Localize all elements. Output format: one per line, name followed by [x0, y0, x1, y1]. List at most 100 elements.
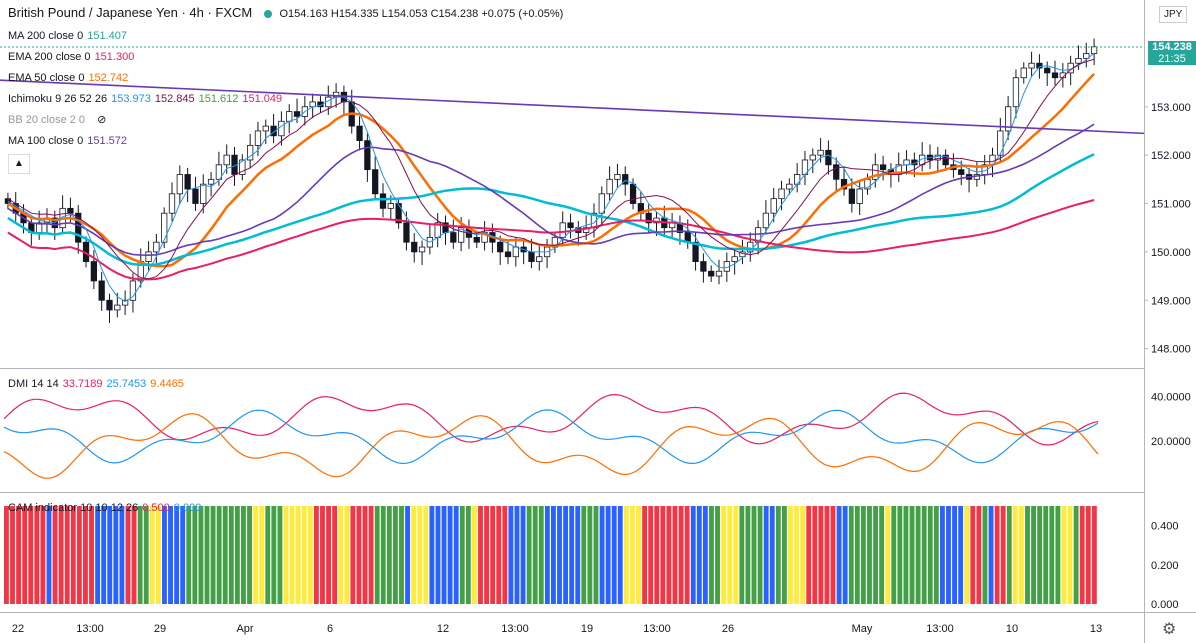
cam-bar — [842, 506, 848, 604]
ema200-line — [7, 199, 1095, 281]
candle-body — [1075, 57, 1082, 64]
cam-bar — [119, 506, 125, 604]
candle-body — [293, 111, 301, 117]
candle-body — [833, 164, 840, 180]
candle-body — [114, 304, 121, 311]
cam-bar — [672, 506, 678, 604]
cam-bar — [453, 506, 459, 604]
cam-bar — [417, 506, 423, 604]
cam-legend: CAM indicator 10 10 12 26 0.500 0.000 — [8, 502, 205, 515]
cam-bar — [441, 506, 447, 604]
cam-tick-label: 0.400 — [1151, 521, 1179, 533]
cam-bar — [1012, 506, 1018, 604]
cam-bar — [350, 506, 356, 604]
candle-body — [715, 270, 723, 277]
candle-body — [645, 212, 652, 224]
candle-body — [418, 246, 426, 253]
cam-bar — [788, 506, 793, 604]
ma200-line — [7, 153, 1095, 267]
candle-body — [778, 188, 785, 200]
indicator-value: 151.572 — [87, 135, 127, 147]
cam-bar — [320, 506, 325, 604]
time-tick-label: 13:00 — [76, 623, 104, 635]
candle-body — [528, 251, 535, 262]
symbol-title[interactable]: British Pound / Japanese Yen · 4h · FXCM — [8, 5, 253, 20]
cam-bar — [1000, 506, 1006, 604]
cam-bar — [1085, 506, 1091, 604]
candle-body — [372, 169, 379, 195]
cam-bar — [76, 506, 82, 604]
trendline — [0, 79, 1145, 135]
cam-bar — [89, 506, 94, 604]
cam-bar — [149, 506, 155, 604]
cam-bar — [994, 506, 1000, 604]
candle-body — [762, 212, 770, 229]
indicator-name: MA 200 close 0 — [8, 30, 84, 42]
cam-bar — [1079, 506, 1085, 604]
cam-bar — [806, 506, 812, 604]
cam-bar — [897, 506, 903, 604]
candle-body — [458, 227, 465, 243]
price-tick-label: 153.000 — [1151, 102, 1191, 114]
cam-bar — [411, 506, 417, 604]
candle-body — [145, 251, 152, 262]
cam-bar — [696, 506, 702, 604]
cam-bar — [490, 506, 496, 604]
cam-bar — [867, 506, 872, 604]
gear-icon[interactable]: ⚙ — [1162, 621, 1177, 638]
time-tick-label: 13 — [1090, 623, 1102, 635]
cam-bar — [630, 506, 635, 604]
eye-off-icon[interactable]: ⊘ — [97, 114, 107, 126]
cam-bar — [46, 506, 52, 604]
cam-tick-label: 0.000 — [1151, 599, 1179, 611]
cam-bar — [295, 506, 301, 604]
cam-bar — [666, 506, 672, 604]
candle-body — [708, 270, 715, 277]
cam-bar — [380, 506, 386, 604]
cam-bar — [812, 506, 818, 604]
indicator-row[interactable]: BB 20 close 2 0 ⊘ — [8, 114, 110, 127]
cam-bar — [702, 506, 708, 604]
candle-body — [207, 178, 215, 185]
cam-bar — [988, 506, 994, 604]
cam-bar — [180, 506, 186, 604]
cam-bar — [1073, 506, 1079, 604]
candle-body — [200, 183, 207, 204]
cam-bar — [228, 506, 234, 604]
candle-body — [1051, 72, 1059, 79]
indicator-value: 153.973 — [111, 93, 151, 105]
cam-bar — [854, 506, 860, 604]
indicator-row[interactable]: EMA 50 close 0 152.742 — [8, 72, 132, 85]
cam-bar — [131, 506, 137, 604]
dmi-tick-label: 20.0000 — [1151, 436, 1191, 448]
cam-bar — [484, 506, 490, 604]
chevron-up-icon[interactable]: ▲ — [8, 154, 30, 174]
indicator-row[interactable]: MA 200 close 0 151.407 — [8, 30, 131, 43]
currency-label[interactable]: JPY — [1159, 6, 1188, 23]
cam-bar — [368, 506, 374, 604]
candle-body — [512, 246, 519, 258]
cam-bar — [860, 506, 866, 604]
cam-bar — [642, 506, 648, 604]
time-tick-label: 10 — [1006, 623, 1018, 635]
indicator-row[interactable]: MA 100 close 0 151.572 — [8, 135, 131, 148]
cam-bar — [1067, 506, 1073, 604]
indicator-row[interactable]: Ichimoku 9 26 52 26 153.973 152.845 151.612… — [8, 93, 286, 106]
candle-body — [106, 299, 113, 311]
cam-bar — [253, 506, 259, 604]
cam-bar — [915, 506, 921, 604]
cam-bar — [216, 506, 222, 604]
cam-bar — [259, 506, 265, 604]
indicator-row[interactable]: EMA 200 close 0 151.300 — [8, 51, 138, 64]
cam-bar — [1055, 506, 1061, 604]
cam-bar — [137, 506, 143, 604]
candle-body — [98, 280, 105, 301]
cam-bar — [64, 506, 70, 604]
candle-body — [840, 178, 848, 190]
cam-bar — [569, 506, 575, 604]
cam-bar — [520, 506, 526, 604]
price-tick-label: 148.000 — [1151, 344, 1191, 356]
candle-body — [67, 207, 74, 214]
cam-bar — [946, 506, 951, 604]
